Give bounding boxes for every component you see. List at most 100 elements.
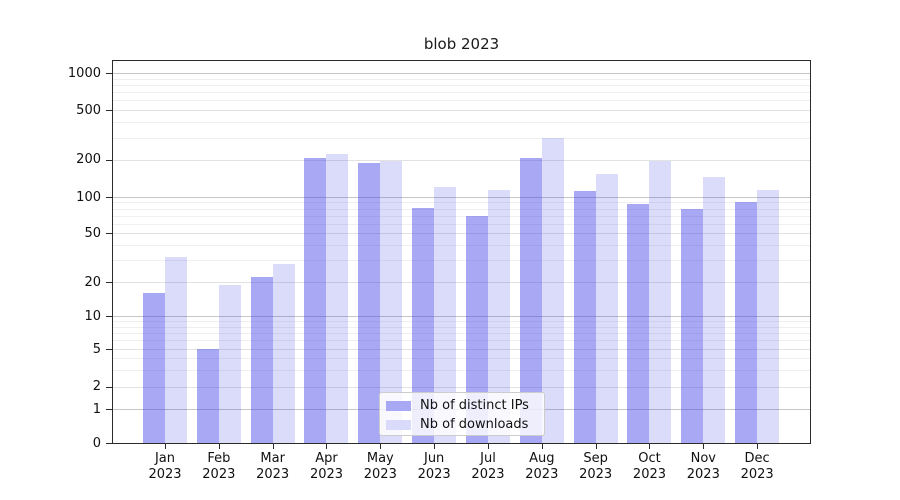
x-axis-label: Aug 2023 bbox=[525, 451, 559, 482]
bar-distinct-ips-May-2023 bbox=[358, 162, 381, 443]
bar-distinct-ips-Sep-2023 bbox=[573, 190, 596, 443]
minor-gridline bbox=[113, 340, 810, 342]
legend: Nb of distinct IPs Nb of downloads bbox=[379, 392, 545, 436]
bar-distinct-ips-Mar-2023 bbox=[250, 276, 273, 443]
legend-swatch-downloads bbox=[386, 419, 411, 430]
bar-downloads-Jul-2023 bbox=[487, 190, 510, 443]
legend-label-downloads: Nb of downloads bbox=[420, 417, 529, 432]
major-gridline bbox=[113, 233, 810, 234]
major-gridline bbox=[113, 159, 810, 161]
bar-downloads-Oct-2023 bbox=[649, 160, 672, 443]
y-axis-tick-label: 20 bbox=[84, 274, 101, 290]
bar-downloads-Aug-2023 bbox=[541, 137, 564, 443]
y-tick-mark bbox=[106, 282, 112, 283]
major-gridline bbox=[113, 386, 810, 388]
y-axis-tick-label: 500 bbox=[76, 102, 101, 118]
plot-area bbox=[112, 60, 811, 444]
x-tick-mark bbox=[434, 444, 436, 449]
x-axis-label: Oct 2023 bbox=[632, 451, 667, 482]
y-axis-tick-label: 1 bbox=[92, 401, 101, 417]
y-axis-tick-label: 1000 bbox=[67, 65, 101, 81]
bar-distinct-ips-Nov-2023 bbox=[681, 209, 704, 443]
minor-gridline bbox=[113, 122, 810, 124]
bar-downloads-Mar-2023 bbox=[272, 264, 295, 443]
y-tick-mark bbox=[106, 349, 112, 350]
minor-gridline bbox=[113, 321, 810, 323]
minor-gridline bbox=[113, 92, 810, 94]
y-tick-mark bbox=[106, 110, 112, 111]
bar-downloads-Jun-2023 bbox=[434, 187, 457, 443]
minor-gridline bbox=[113, 84, 810, 86]
bar-downloads-May-2023 bbox=[380, 161, 403, 443]
x-axis-label: Nov 2023 bbox=[686, 451, 720, 482]
minor-gridline bbox=[113, 326, 810, 328]
minor-gridline bbox=[113, 332, 810, 334]
y-axis-tick-label: 10 bbox=[84, 308, 101, 324]
bar-distinct-ips-Jan-2023 bbox=[143, 292, 165, 443]
x-tick-mark bbox=[326, 444, 328, 449]
y-tick-mark bbox=[106, 409, 112, 410]
minor-gridline bbox=[113, 78, 810, 80]
x-axis-label: Sep 2023 bbox=[579, 451, 613, 482]
y-axis-tick-label: 5 bbox=[92, 341, 101, 357]
x-axis-label: Apr 2023 bbox=[309, 451, 344, 482]
x-tick-mark bbox=[380, 444, 382, 449]
minor-gridline bbox=[113, 260, 810, 262]
bar-downloads-Sep-2023 bbox=[595, 173, 618, 443]
major-gridline bbox=[113, 349, 810, 350]
minor-gridline bbox=[113, 137, 810, 139]
minor-gridline bbox=[113, 208, 810, 210]
legend-swatch-distinct-ips bbox=[386, 400, 411, 411]
y-axis-tick-label: 0 bbox=[92, 435, 101, 451]
minor-gridline bbox=[113, 358, 810, 360]
minor-gridline bbox=[113, 244, 810, 246]
y-tick-mark bbox=[106, 316, 112, 317]
major-gridline bbox=[113, 110, 810, 111]
chart-title: blob 2023 bbox=[423, 35, 500, 53]
bar-downloads-Dec-2023 bbox=[757, 189, 780, 443]
x-axis-label: May 2023 bbox=[363, 451, 397, 482]
x-tick-mark bbox=[595, 444, 597, 449]
y-tick-mark bbox=[106, 197, 112, 198]
minor-gridline bbox=[113, 223, 810, 225]
x-tick-mark bbox=[165, 444, 166, 449]
bar-downloads-Nov-2023 bbox=[703, 176, 726, 443]
legend-entry-downloads: Nb of downloads bbox=[380, 415, 544, 434]
bar-distinct-ips-Dec-2023 bbox=[735, 201, 758, 443]
y-tick-mark bbox=[106, 386, 112, 388]
x-tick-mark bbox=[272, 444, 274, 449]
x-axis-label: Feb 2023 bbox=[202, 451, 236, 482]
x-tick-mark bbox=[541, 444, 543, 449]
x-axis-label: Mar 2023 bbox=[256, 451, 290, 482]
decade-gridline bbox=[113, 197, 810, 198]
minor-gridline bbox=[113, 369, 810, 371]
bar-distinct-ips-Aug-2023 bbox=[519, 158, 542, 443]
bar-downloads-Feb-2023 bbox=[218, 284, 241, 443]
bar-distinct-ips-Feb-2023 bbox=[196, 349, 219, 443]
bar-distinct-ips-Jun-2023 bbox=[412, 207, 435, 443]
y-axis-tick-label: 50 bbox=[84, 225, 101, 241]
x-tick-mark bbox=[703, 444, 705, 449]
minor-gridline bbox=[113, 215, 810, 217]
x-tick-mark bbox=[218, 444, 220, 449]
minor-gridline bbox=[113, 202, 810, 204]
bar-distinct-ips-Oct-2023 bbox=[627, 203, 650, 443]
y-tick-mark bbox=[106, 443, 112, 444]
bar-downloads-Jan-2023 bbox=[165, 256, 187, 443]
decade-gridline bbox=[113, 73, 810, 74]
y-axis-tick-label: 2 bbox=[92, 379, 101, 394]
minor-gridline bbox=[113, 100, 810, 102]
x-axis-label: Dec 2023 bbox=[740, 451, 774, 482]
y-tick-mark bbox=[106, 159, 112, 161]
x-axis-label: Jun 2023 bbox=[417, 451, 451, 482]
bar-distinct-ips-Jul-2023 bbox=[465, 215, 488, 443]
y-axis-tick-label: 200 bbox=[76, 152, 101, 167]
x-axis-label: Jan 2023 bbox=[148, 451, 182, 482]
x-tick-mark bbox=[487, 444, 489, 449]
major-gridline bbox=[113, 282, 810, 283]
decade-gridline bbox=[113, 316, 810, 317]
x-axis-label: Jul 2023 bbox=[471, 451, 505, 482]
y-tick-mark bbox=[106, 73, 112, 74]
bar-downloads-Apr-2023 bbox=[326, 154, 349, 443]
